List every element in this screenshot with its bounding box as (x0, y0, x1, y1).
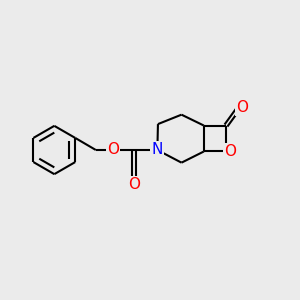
Text: O: O (107, 142, 119, 158)
Text: O: O (236, 100, 248, 115)
Text: O: O (128, 177, 140, 192)
Text: O: O (224, 144, 236, 159)
Text: N: N (152, 142, 163, 158)
